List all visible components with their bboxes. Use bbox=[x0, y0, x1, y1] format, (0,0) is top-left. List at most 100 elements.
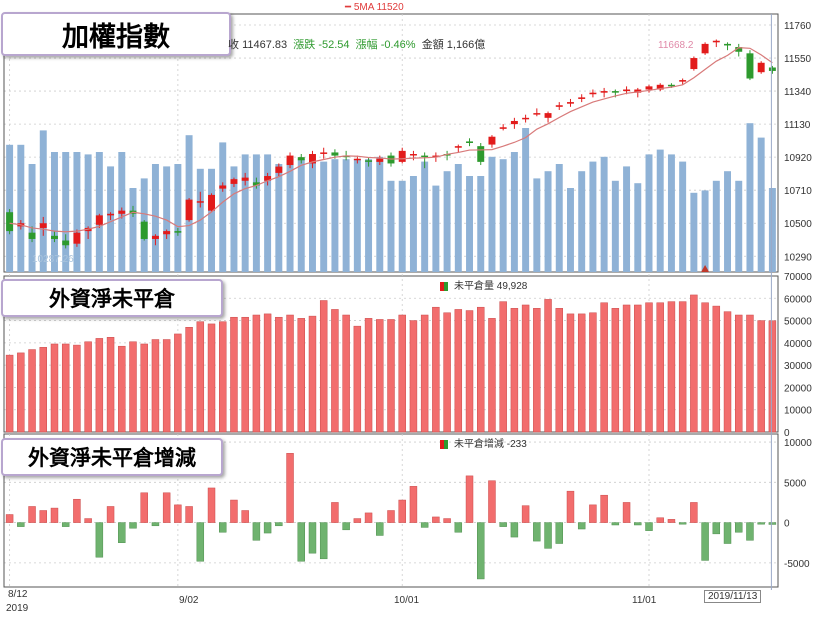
open-interest-change-bar bbox=[454, 522, 463, 533]
open-interest-change-bar bbox=[656, 517, 664, 523]
open-interest-change-bar bbox=[319, 522, 328, 560]
candle-body bbox=[365, 160, 373, 162]
open-interest-change-bar bbox=[544, 522, 552, 549]
candle-body bbox=[174, 231, 182, 233]
open-interest-title: 外資淨未平倉 bbox=[1, 279, 223, 317]
open-interest-change-bar bbox=[768, 522, 777, 525]
open-interest-bar bbox=[364, 318, 373, 433]
volume-bar bbox=[95, 152, 103, 272]
open-interest-bar bbox=[533, 308, 541, 433]
volume-bar bbox=[39, 130, 47, 272]
open-interest-bar bbox=[353, 325, 362, 433]
open-interest-change-bar bbox=[241, 510, 249, 523]
volume-bar bbox=[735, 180, 743, 272]
open-interest-bar bbox=[185, 327, 193, 433]
low-annotation: 10287.26 bbox=[32, 254, 74, 265]
open-interest-change-bar bbox=[219, 522, 227, 533]
open-interest-bar bbox=[17, 352, 25, 433]
open-interest-bar bbox=[252, 314, 261, 433]
open-interest-bar bbox=[645, 302, 653, 433]
candle-body bbox=[151, 235, 159, 239]
volume-bar bbox=[477, 176, 485, 272]
amount-label: 金額 bbox=[421, 39, 444, 51]
candle-body bbox=[510, 120, 518, 125]
volume-bar bbox=[510, 152, 518, 272]
open-interest-change-bar bbox=[129, 522, 137, 529]
ma-legend-text: 5MA 11520 bbox=[353, 2, 404, 13]
open-interest-bar bbox=[39, 347, 47, 433]
open-interest-bar bbox=[376, 319, 384, 433]
open-interest-bar bbox=[319, 300, 328, 433]
ma5-line bbox=[9, 47, 773, 233]
open-interest-change-bar bbox=[230, 499, 238, 523]
volume-bar bbox=[454, 164, 462, 272]
open-interest-change-bar bbox=[409, 486, 418, 523]
volume-bar bbox=[129, 188, 137, 272]
pct-label: 漲幅 bbox=[355, 39, 378, 51]
close-prefix: 收 bbox=[228, 39, 239, 51]
open-interest-change-bar bbox=[275, 522, 283, 527]
candle-body bbox=[578, 97, 586, 99]
open-interest-bar bbox=[678, 301, 687, 433]
candle-body bbox=[432, 155, 440, 158]
open-interest-change-bar bbox=[645, 522, 653, 531]
volume-bar bbox=[264, 154, 272, 272]
candle-body bbox=[95, 215, 103, 225]
oi-change-y-tick-label: -5000 bbox=[784, 559, 810, 570]
volume-bar bbox=[432, 185, 440, 272]
index-y-tick-label: 10920 bbox=[784, 153, 812, 164]
open-interest-bar bbox=[50, 343, 59, 433]
open-interest-bar bbox=[151, 339, 160, 433]
candle-body bbox=[185, 199, 193, 221]
volume-bar bbox=[466, 176, 473, 272]
volume-bar bbox=[746, 123, 754, 272]
volume-bar bbox=[645, 154, 653, 272]
candle-body bbox=[286, 155, 294, 166]
open-interest-bar bbox=[510, 308, 519, 433]
oi-y-tick-label: 60000 bbox=[784, 294, 812, 305]
high-annotation: 11668.2 bbox=[658, 40, 694, 51]
candle-body bbox=[735, 47, 743, 52]
candle-body bbox=[421, 155, 429, 158]
volume-bar bbox=[701, 190, 709, 272]
open-interest-change-bar bbox=[118, 522, 126, 543]
open-interest-change-bar bbox=[308, 522, 317, 554]
index-title: 加權指數 bbox=[1, 12, 231, 56]
volume-bar bbox=[331, 159, 339, 272]
open-interest-bar bbox=[589, 312, 597, 433]
index-y-tick-label: 11550 bbox=[784, 54, 812, 65]
candle-body bbox=[196, 201, 204, 203]
volume-bar bbox=[286, 159, 294, 272]
change-value: -52.54 bbox=[318, 39, 350, 51]
candle-body bbox=[623, 89, 631, 92]
open-interest-change-bar bbox=[185, 506, 193, 523]
open-interest-change-bar bbox=[174, 504, 182, 523]
candle-body bbox=[118, 210, 126, 214]
candle-body bbox=[544, 113, 552, 118]
open-interest-bar bbox=[443, 312, 451, 433]
open-interest-bar bbox=[263, 313, 272, 433]
volume-bar bbox=[252, 154, 260, 272]
open-interest-bar bbox=[555, 308, 563, 433]
oi-y-tick-label: 70000 bbox=[784, 272, 812, 283]
open-interest-change-bar bbox=[690, 502, 698, 523]
open-interest-bar bbox=[634, 304, 642, 433]
volume-bar bbox=[17, 144, 25, 272]
open-interest-change-bar bbox=[420, 522, 429, 528]
open-interest-bar bbox=[667, 301, 676, 433]
volume-bar bbox=[51, 152, 58, 272]
candle-body bbox=[353, 158, 361, 161]
volume-bar bbox=[724, 171, 731, 272]
open-interest-change-bar bbox=[297, 522, 305, 562]
open-interest-change-bar bbox=[701, 522, 709, 561]
volume-bar bbox=[712, 180, 720, 272]
open-interest-bar bbox=[286, 314, 294, 433]
open-interest-change-bar bbox=[207, 487, 216, 523]
candle-body bbox=[140, 221, 148, 239]
open-interest-bar bbox=[73, 344, 81, 433]
oi-change-y-tick-label: 0 bbox=[784, 519, 790, 530]
open-interest-change-bar bbox=[735, 522, 743, 533]
candle-body bbox=[275, 166, 283, 173]
open-interest-change-bar bbox=[353, 518, 362, 523]
open-interest-bar bbox=[275, 316, 283, 433]
